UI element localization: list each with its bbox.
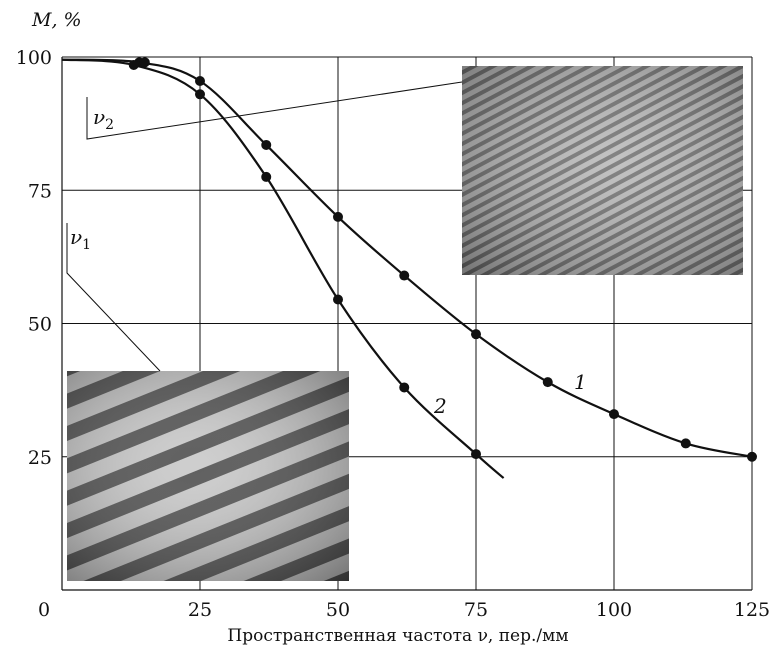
inset-low-frequency-shade [67,371,349,581]
tick-labels-group: 0 25 50 75 100 125 25 50 75 100 [16,47,770,621]
series-1-point-3 [261,139,272,150]
series-1-label: 1 [574,370,587,394]
series-1-point-5 [399,270,410,281]
nu2-leader-line [86,81,463,140]
axes-group [61,57,752,591]
series-1-point-8 [609,409,619,420]
nu2-annotation: ν2 [93,105,114,133]
x-tick-label-0: 0 [38,599,50,621]
series-group [61,57,757,479]
series-2-point-1 [128,59,139,70]
series-2-point-7 [471,449,481,460]
nu1-subscript: 1 [82,237,91,253]
series-1-point-2 [195,75,205,86]
y-tick-label-75: 75 [28,180,52,202]
series-2-point-4 [261,171,272,182]
nu1-annotation: ν1 [70,225,91,253]
y-axis-title: M, % [31,9,82,31]
series-2-point-6 [399,382,410,393]
x-tick-label-50: 50 [326,599,350,621]
inset-high-frequency [462,66,743,275]
series-2-point-3 [195,89,205,100]
x-tick-label-75: 75 [464,599,488,621]
x-tick-label-100: 100 [596,599,632,621]
series-2-point-5 [333,294,343,305]
y-tick-label-100: 100 [16,47,52,69]
series-1-point-9 [680,438,691,449]
nu1-leader-line [66,223,161,372]
inset-high-frequency-shade [462,66,743,275]
series-1-point-4 [333,211,343,222]
series-1-point-10 [747,451,757,462]
nu2-subscript: 2 [105,117,114,133]
y-tick-label-25: 25 [28,447,52,469]
x-tick-label-25: 25 [188,599,212,621]
series-1-point-6 [471,329,481,340]
x-axis-title: Пространственная частота ν, пер./мм [227,626,568,646]
x-tick-label-125: 125 [734,599,770,621]
inset-low-frequency [67,371,349,581]
series-2-label: 2 [433,394,447,418]
y-tick-label-50: 50 [28,314,52,336]
series-2-line [61,58,505,479]
series-1-point-7 [542,377,553,388]
series-2-point-2 [139,57,150,68]
